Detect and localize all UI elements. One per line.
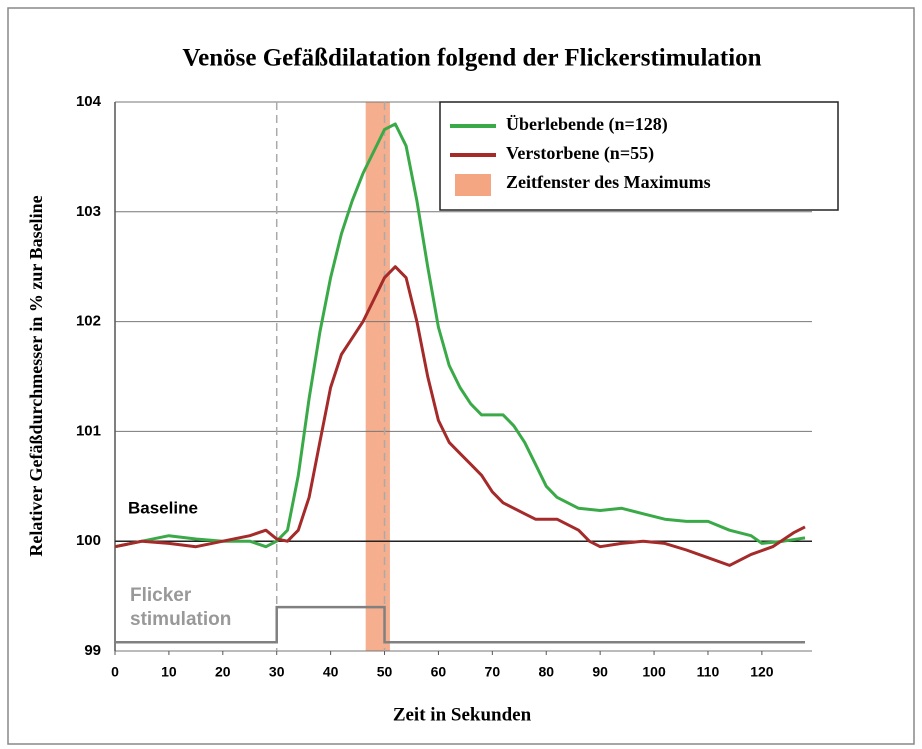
x-tick-label: 80 [538, 664, 554, 680]
x-tick-label: 10 [161, 664, 177, 680]
max-window [365, 102, 390, 651]
stimulus-label: stimulation [130, 609, 231, 630]
legend-label: Verstorbene (n=55) [506, 143, 654, 164]
x-tick-label: 120 [750, 664, 774, 680]
y-tick-label: 101 [76, 422, 101, 439]
legend-label: Überlebende (n=128) [506, 114, 668, 135]
x-tick-label: 90 [592, 664, 608, 680]
baseline-label: Baseline [128, 499, 198, 518]
y-tick-label: 99 [84, 642, 101, 659]
series-line [114, 122, 806, 549]
legend-label: Zeitfenster des Maximums [506, 172, 711, 192]
x-tick-label: 30 [269, 664, 285, 680]
x-tick-label: 50 [377, 664, 393, 680]
x-tick-label: 40 [323, 664, 339, 680]
x-tick-label: 0 [111, 664, 119, 680]
y-tick-label: 102 [76, 313, 101, 330]
y-tick-label: 104 [76, 93, 102, 110]
y-axis-label: Relativer Gefäßdurchmesser in % zur Base… [26, 195, 46, 556]
x-axis-label: Zeit in Sekunden [393, 704, 532, 725]
x-tick-label: 60 [431, 664, 447, 680]
y-tick-label: 103 [76, 203, 101, 220]
y-tick-label: 100 [76, 532, 101, 549]
legend-box [439, 101, 839, 211]
stimulus-label: Flicker [130, 585, 192, 606]
stimulus-line [115, 605, 805, 644]
x-tick-label: 70 [485, 664, 501, 680]
x-tick-label: 20 [215, 664, 231, 680]
legend-swatch [455, 174, 491, 196]
series-line [114, 265, 806, 567]
x-tick-label: 100 [642, 664, 666, 680]
x-tick-label: 110 [697, 664, 720, 680]
chart-title: Venöse Gefäßdilatation folgend der Flick… [182, 45, 761, 72]
